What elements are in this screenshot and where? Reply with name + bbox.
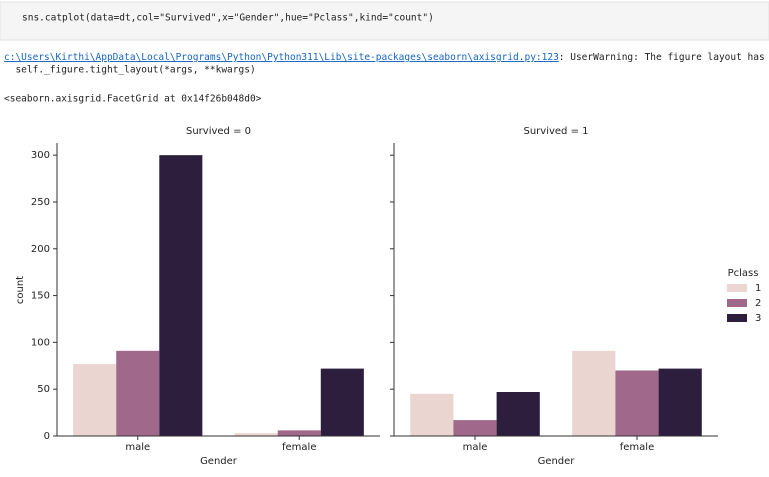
- bar: [234, 433, 278, 436]
- chart-title: Survived = 0: [186, 126, 251, 137]
- code-cell[interactable]: [0, 1, 769, 41]
- y-tick-label: 200: [31, 244, 50, 255]
- bar: [572, 350, 616, 436]
- y-tick-label: 50: [37, 384, 50, 395]
- legend-swatch: [727, 314, 747, 322]
- y-tick-label: 150: [31, 291, 50, 302]
- legend-title: Pclass: [728, 268, 759, 279]
- legend-label: 1: [755, 283, 761, 294]
- bar: [73, 363, 117, 436]
- x-axis-label: Gender: [200, 456, 238, 467]
- warning-link[interactable]: c:\Users\Kirthi\AppData\Local\Programs\P…: [4, 52, 559, 63]
- y-tick-label: 300: [31, 150, 50, 161]
- output: <seaborn.axisgrid.FacetGrid at 0x14f26b0…: [4, 94, 262, 105]
- bar: [159, 155, 203, 437]
- warning-line: c:\Users\Kirthi\AppData\Local\Programs\P…: [4, 52, 769, 63]
- warning-line2: self._figure.tight_layout(*args, **kwarg…: [4, 65, 256, 76]
- legend-swatch: [727, 284, 747, 292]
- y-tick-label: 0: [44, 431, 50, 442]
- y-tick-label: 100: [31, 337, 50, 348]
- warning-message: : UserWarning: The figure layout has cha…: [559, 52, 769, 63]
- code: sns.catplot(data=dt,col="Survived",x="Ge…: [22, 13, 434, 24]
- bar: [277, 430, 321, 436]
- legend-label: 2: [755, 298, 761, 309]
- bar: [116, 350, 160, 436]
- x-tick-label: female: [620, 442, 654, 453]
- bar: [496, 392, 540, 436]
- x-tick-label: female: [282, 442, 316, 453]
- bar: [615, 370, 659, 436]
- legend-label: 3: [755, 313, 761, 324]
- x-axis-label: Gender: [538, 456, 576, 467]
- bar: [658, 368, 702, 436]
- legend-swatch: [727, 299, 747, 307]
- bar: [320, 368, 364, 436]
- y-tick-label: 250: [31, 197, 50, 208]
- y-axis-label: count: [15, 276, 26, 304]
- bar: [410, 393, 454, 436]
- x-tick-label: male: [125, 442, 150, 453]
- bar: [453, 420, 497, 436]
- chart-title: Survived = 1: [523, 126, 588, 137]
- x-tick-label: male: [463, 442, 488, 453]
